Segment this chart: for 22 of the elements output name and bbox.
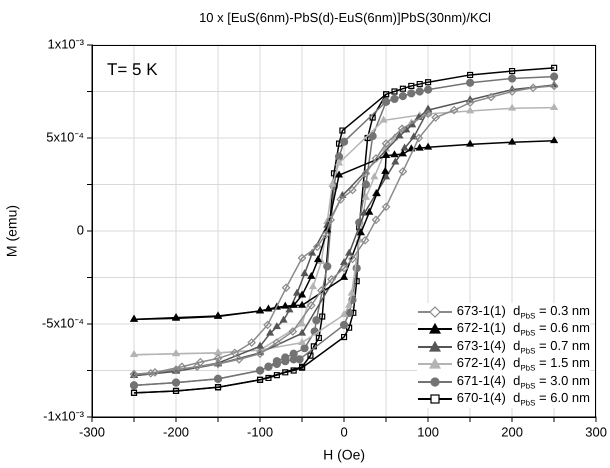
chart-title: 10 x [EuS(6nm)-PbS(d)-EuS(6nm)]PbS(30nm)/KCl xyxy=(198,10,492,25)
x-tick-label: 0 xyxy=(340,424,348,440)
y-tick-label: 0 xyxy=(76,222,84,238)
y-axis-title: M (emu) xyxy=(3,204,20,258)
y-tick-label: -1x10⁻³ xyxy=(43,408,85,424)
y-tick-label: -5x10⁻⁴ xyxy=(42,316,84,331)
x-tick-label: -200 xyxy=(163,424,190,440)
y-tick-label: 5x10⁻⁴ xyxy=(46,130,84,145)
y-tick-label: 1x10⁻³ xyxy=(47,36,85,52)
legend-label: 673-1(4) d$_{PbS}$ = 0.7 nm xyxy=(456,338,590,356)
x-axis-title: H (Oe) xyxy=(323,446,366,462)
legend-label: 672-1(4) d$_{PbS}$ = 1.5 nm xyxy=(456,355,590,374)
x-tick-label: 100 xyxy=(417,424,439,440)
legend-label: 671-1(4) d$_{PbS}$ = 3.0 nm xyxy=(456,372,590,391)
legend-label: 670-1(4) d$_{PbS}$ = 6.0 nm xyxy=(456,390,590,408)
x-tick-label: -100 xyxy=(247,424,274,440)
legend-label: 672-1(1) d$_{PbS}$ = 0.6 nm xyxy=(456,320,590,338)
legend-label: 673-1(1) d$_{PbS}$ = 0.3 nm xyxy=(456,302,590,321)
x-tick-label: 300 xyxy=(585,424,608,440)
x-tick-label: 200 xyxy=(501,424,523,440)
annotation: T= 5 K xyxy=(107,60,158,80)
x-tick-label: -300 xyxy=(78,424,106,440)
